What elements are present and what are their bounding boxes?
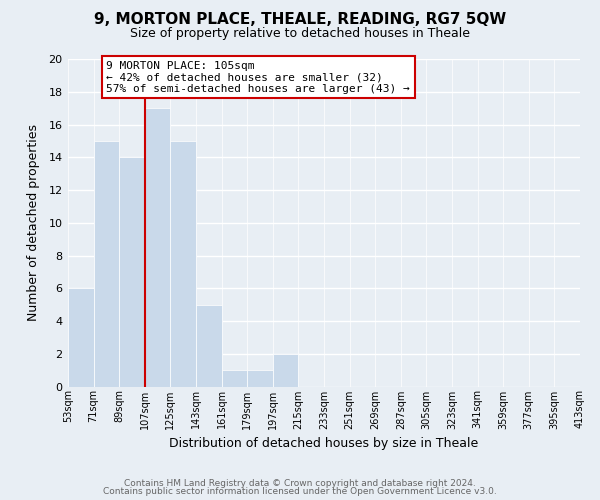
Bar [145,108,170,386]
Text: 9, MORTON PLACE, THEALE, READING, RG7 5QW: 9, MORTON PLACE, THEALE, READING, RG7 5Q… [94,12,506,28]
Text: Contains public sector information licensed under the Open Government Licence v3: Contains public sector information licen… [103,487,497,496]
Bar [170,141,196,386]
Bar [221,370,247,386]
Bar [247,370,273,386]
Y-axis label: Number of detached properties: Number of detached properties [27,124,40,322]
X-axis label: Distribution of detached houses by size in Theale: Distribution of detached houses by size … [169,437,479,450]
Bar [273,354,298,386]
Bar [68,288,94,386]
Bar [119,158,145,386]
Bar [196,304,221,386]
Text: 9 MORTON PLACE: 105sqm
← 42% of detached houses are smaller (32)
57% of semi-det: 9 MORTON PLACE: 105sqm ← 42% of detached… [106,60,410,94]
Bar [94,141,119,386]
Text: Size of property relative to detached houses in Theale: Size of property relative to detached ho… [130,28,470,40]
Text: Contains HM Land Registry data © Crown copyright and database right 2024.: Contains HM Land Registry data © Crown c… [124,478,476,488]
